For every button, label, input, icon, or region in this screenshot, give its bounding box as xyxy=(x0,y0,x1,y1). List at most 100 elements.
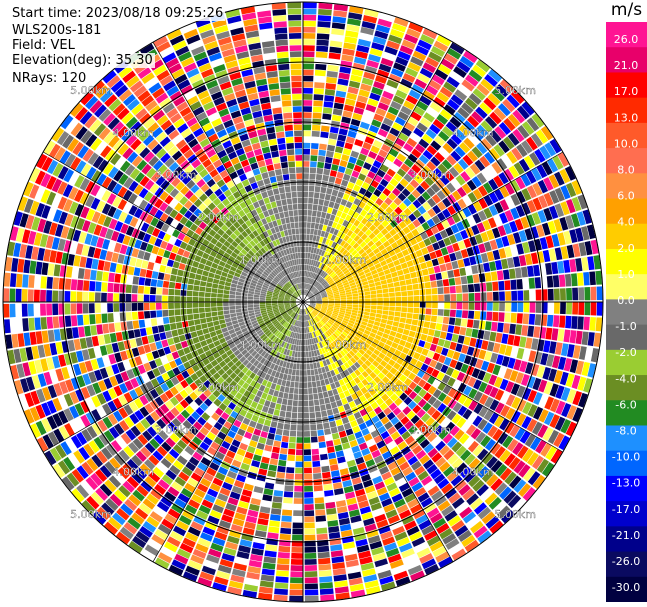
velocity-gate xyxy=(347,276,354,282)
velocity-gate xyxy=(93,247,102,259)
velocity-gate xyxy=(477,263,485,274)
velocity-gate xyxy=(340,333,347,339)
velocity-gate xyxy=(454,479,467,492)
velocity-gate xyxy=(283,497,293,504)
velocity-gate xyxy=(389,292,395,297)
velocity-gate xyxy=(478,393,489,405)
velocity-gate xyxy=(377,302,383,306)
velocity-gate xyxy=(451,369,460,379)
velocity-gate xyxy=(253,302,260,305)
velocity-gate xyxy=(353,354,360,362)
velocity-gate xyxy=(163,273,171,281)
velocity-gate xyxy=(245,369,253,377)
velocity-gate xyxy=(298,394,303,401)
velocity-gate xyxy=(378,326,385,333)
velocity-gate xyxy=(310,319,314,326)
velocity-gate xyxy=(410,414,420,425)
velocity-gate xyxy=(74,403,85,416)
velocity-gate xyxy=(217,466,229,476)
velocity-gate xyxy=(347,181,355,190)
velocity-gate xyxy=(494,482,508,496)
velocity-gate xyxy=(366,59,379,69)
velocity-gate xyxy=(239,422,248,431)
velocity-gate xyxy=(307,284,311,290)
velocity-gate xyxy=(372,160,382,169)
velocity-gate xyxy=(248,503,260,512)
velocity-gate xyxy=(281,354,286,361)
velocity-gate xyxy=(186,308,193,315)
velocity-gate xyxy=(357,38,371,48)
velocity-gate xyxy=(542,249,551,263)
velocity-gate xyxy=(469,256,477,266)
velocity-gate xyxy=(278,307,285,310)
velocity-gate xyxy=(303,26,316,33)
velocity-gate xyxy=(224,407,233,416)
velocity-gate xyxy=(112,208,123,220)
velocity-gate xyxy=(73,450,85,464)
velocity-gate xyxy=(284,299,290,301)
velocity-gate xyxy=(154,528,169,541)
velocity-gate xyxy=(241,258,248,265)
velocity-gate xyxy=(346,324,353,330)
velocity-gate xyxy=(195,163,205,174)
velocity-gate xyxy=(336,373,343,381)
velocity-gate xyxy=(308,293,314,298)
velocity-gate xyxy=(333,488,344,496)
velocity-gate xyxy=(476,222,486,233)
velocity-gate xyxy=(11,333,19,348)
velocity-gate xyxy=(341,116,351,124)
velocity-gate xyxy=(252,237,259,245)
velocity-gate xyxy=(430,468,442,480)
velocity-gate xyxy=(241,327,248,333)
velocity-gate xyxy=(236,474,247,483)
velocity-gate xyxy=(486,311,493,321)
velocity-gate xyxy=(308,306,314,311)
velocity-gate xyxy=(578,346,587,360)
velocity-gate xyxy=(482,219,492,231)
velocity-gate xyxy=(299,382,303,389)
velocity-gate xyxy=(360,147,370,156)
velocity-gate xyxy=(233,213,241,221)
velocity-gate xyxy=(278,303,284,305)
velocity-gate xyxy=(274,288,281,292)
velocity-gate xyxy=(443,340,451,349)
velocity-gate xyxy=(145,269,153,278)
velocity-gate xyxy=(538,195,548,209)
velocity-gate xyxy=(571,180,582,195)
velocity-gate xyxy=(506,257,515,269)
velocity-gate xyxy=(280,347,286,354)
velocity-gate xyxy=(415,249,423,258)
velocity-gate xyxy=(526,452,539,466)
velocity-gate xyxy=(314,330,319,337)
velocity-gate xyxy=(199,441,210,451)
velocity-gate xyxy=(246,336,253,342)
velocity-gate xyxy=(546,158,559,173)
velocity-gate xyxy=(312,310,318,315)
velocity-gate xyxy=(239,408,248,417)
velocity-gate xyxy=(157,164,168,175)
velocity-gate xyxy=(303,215,307,222)
velocity-gate xyxy=(135,337,143,347)
velocity-gate xyxy=(520,216,530,229)
velocity-gate xyxy=(218,193,227,202)
velocity-gate xyxy=(514,267,522,279)
velocity-gate xyxy=(238,321,246,327)
velocity-gate xyxy=(204,297,211,302)
velocity-gate xyxy=(437,403,447,413)
velocity-gate xyxy=(373,174,383,183)
velocity-gate xyxy=(374,317,382,323)
velocity-gate xyxy=(324,285,330,290)
velocity-gate xyxy=(385,257,393,264)
velocity-gate xyxy=(321,281,328,286)
velocity-gate xyxy=(410,460,422,471)
velocity-gate xyxy=(206,431,217,441)
velocity-gate xyxy=(583,271,590,286)
velocity-gate xyxy=(173,336,181,344)
velocity-gate xyxy=(375,107,387,117)
velocity-gate xyxy=(229,302,235,306)
velocity-gate xyxy=(99,89,114,103)
velocity-gate xyxy=(260,324,267,329)
velocity-gate xyxy=(275,267,281,273)
velocity-gate xyxy=(458,484,471,496)
velocity-gate xyxy=(304,552,317,559)
